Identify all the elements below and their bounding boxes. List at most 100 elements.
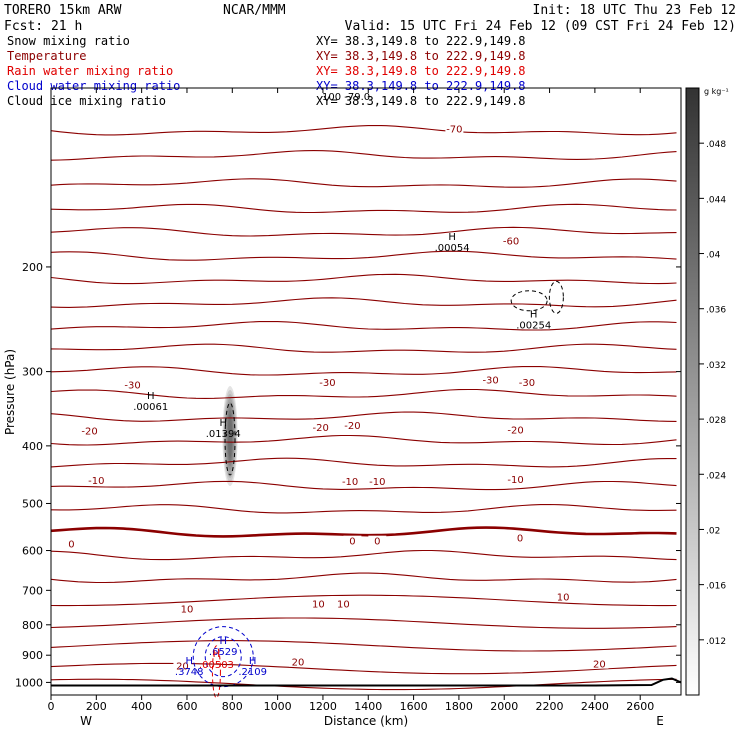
colorbar-tick-label: .032: [706, 361, 726, 371]
colorbar-bar: [685, 87, 700, 696]
temp-label-bg: [318, 377, 337, 388]
temperature-contour-label: -10: [507, 475, 523, 486]
legend-label: Snow mixing ratio: [7, 34, 130, 48]
temperature-contour-label: 0: [517, 534, 523, 545]
cloud-water-contour: [204, 636, 242, 678]
colorbar-tick-label: .012: [706, 637, 726, 647]
temperature-contour-label: -10: [342, 477, 358, 488]
extremum-marker: H: [249, 656, 257, 667]
temperature-contours: [50, 124, 677, 691]
temp-label-bg: [343, 420, 362, 431]
temperature-contour-label: 20: [176, 661, 189, 672]
extremum-marker: H: [147, 391, 155, 402]
temp-label-bg: [311, 422, 330, 433]
temperature-contour-label: 0: [349, 537, 355, 548]
legend-xy: XY= 38.3,149.8 to 222.9,149.8: [316, 94, 526, 108]
extremum-value-label: .3748: [175, 667, 204, 678]
temperature-isotherm: [50, 411, 677, 422]
temp-label-bg: [590, 658, 609, 669]
temperature-contour-label: -20: [344, 421, 360, 432]
rain-water-contour: [211, 645, 221, 699]
org-title: NCAR/MMM: [223, 3, 286, 18]
east-label: E: [656, 714, 664, 728]
temp-label-bg: [62, 538, 81, 549]
temp-label-bg: [334, 598, 353, 609]
y-axis-label: Pressure (hPa): [3, 349, 17, 435]
temperature-isotherm: [50, 250, 677, 261]
legend-label: Cloud water mixing ratio: [7, 79, 180, 93]
x-tick-label: 800: [222, 700, 243, 713]
extremum-value-label: .01394: [206, 429, 241, 440]
temp-label-bg: [502, 235, 521, 246]
x-tick-label: 2600: [626, 700, 654, 713]
temperature-isotherm: [50, 124, 677, 136]
temperature-isotherm: [50, 572, 677, 584]
extremum-value-label: .6529: [209, 647, 238, 658]
temperature-isotherm: [50, 678, 677, 691]
temperature-isotherm: [50, 178, 677, 188]
cloud-ice-contours: [224, 280, 564, 476]
temp-label-bg: [173, 660, 192, 671]
temperature-contour-label: 10: [312, 600, 325, 611]
cloud-ice-shade-band: [225, 402, 235, 471]
temp-label-bg: [481, 374, 500, 385]
cloud-water-contour: [192, 626, 254, 688]
x-tick-label: 0: [48, 700, 55, 713]
temp-label-bg: [177, 603, 196, 614]
y-tick-label: 400: [22, 440, 43, 453]
y-tick-label: 600: [22, 545, 43, 558]
temp-label-bg: [343, 535, 362, 546]
field-legend: Snow mixing ratio XY= 38.3,149.8 to 222.9…: [7, 34, 526, 108]
temp-label-bg: [445, 123, 464, 134]
colorbar-tick-label: .024: [706, 471, 726, 481]
temperature-isotherm: [50, 273, 677, 285]
temperature-isotherm: [50, 434, 677, 446]
temperature-contour-label: -30: [124, 381, 140, 392]
temperature-isotherm: [50, 320, 677, 331]
x-tick-label: 2000: [490, 700, 518, 713]
temperature-contour-label: 10: [181, 605, 194, 616]
temperature-isotherm: [50, 526, 677, 538]
temperature-contour-label: 0: [68, 539, 74, 550]
init-time: Init: 18 UTC Thu 23 Feb 12: [533, 3, 737, 18]
temperature-isotherm: [50, 549, 677, 561]
temp-label-bg: [87, 474, 106, 485]
extremum-marker: H: [448, 232, 456, 243]
extremum-marker: H: [219, 418, 227, 429]
temperature-contour-label: 10: [337, 600, 350, 611]
temp-label-bg: [80, 425, 99, 436]
colorbar-tick-label: .028: [706, 416, 726, 426]
colorbar-tick-label: .04: [706, 251, 721, 261]
colorbar-tick-label: .016: [706, 582, 726, 592]
temperature-isotherm: [50, 365, 677, 376]
y-tick-label: 900: [22, 649, 43, 662]
colorbar-unit: g kg⁻¹: [704, 87, 729, 96]
temperature-isotherm: [50, 150, 677, 161]
rain-water-contours: [211, 645, 221, 699]
cloud-ice-shade-band: [226, 406, 234, 467]
temp-label-bg: [309, 598, 328, 609]
extremum-value-label: .00054: [435, 243, 470, 254]
x-tick-label: 1600: [400, 700, 428, 713]
extremum-marker: H: [219, 636, 227, 647]
temperature-isotherm: [50, 297, 677, 308]
temperature-contour-label: -20: [313, 423, 329, 434]
temperature-contour-label: -70: [446, 125, 462, 136]
legend-label: Temperature: [7, 49, 86, 63]
x-tick-label: 1200: [309, 700, 337, 713]
temp-label-bg: [517, 377, 536, 388]
extremum-value-label: .00061: [133, 402, 168, 413]
y-tick-label: 1000: [15, 676, 43, 689]
extremum-marker: H: [185, 656, 193, 667]
legend-xy: XY= 38.3,149.8 to 222.9,149.8: [316, 64, 526, 78]
colorbar-tick-label: .048: [706, 140, 726, 150]
temp-label-bg: [511, 532, 530, 543]
terrain-line: [51, 677, 682, 687]
west-label: W: [80, 714, 92, 728]
x-tick-label: 1400: [354, 700, 382, 713]
temperature-isotherm: [50, 480, 677, 491]
temperature-isotherm: [50, 503, 677, 514]
temperature-contour-label: -10: [369, 477, 385, 488]
temperature-contour-label: 10: [557, 593, 570, 604]
x-tick-label: 1000: [264, 700, 292, 713]
